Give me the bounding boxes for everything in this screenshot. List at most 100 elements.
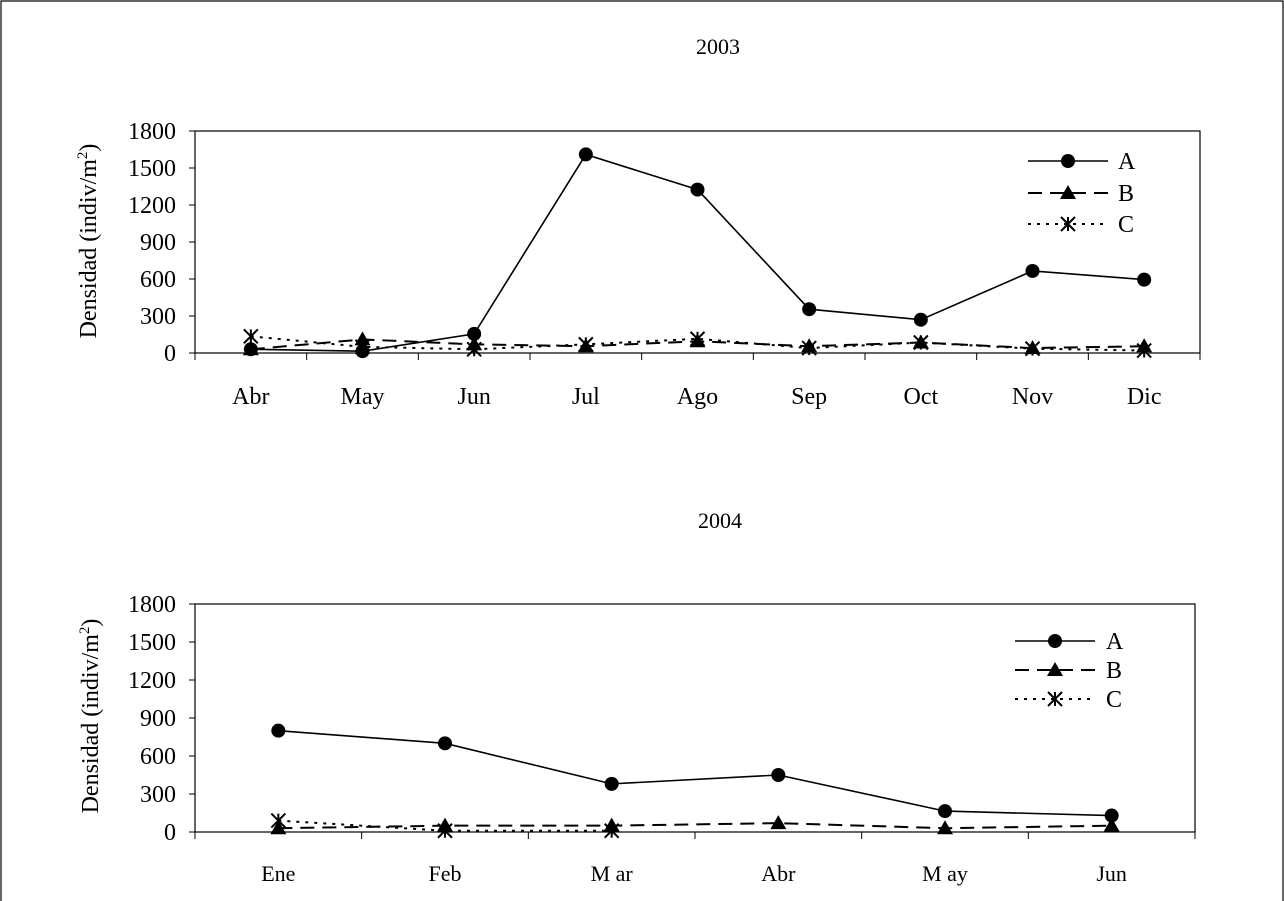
data-point [771, 768, 786, 782]
y-tick-label: 900 [140, 706, 176, 732]
legend: ABC [1028, 149, 1136, 238]
data-point [770, 815, 787, 830]
legend-marker [1047, 662, 1063, 676]
legend-label: A [1118, 149, 1136, 175]
series-line [278, 819, 612, 832]
data-point [354, 339, 371, 355]
x-tick-label: Ago [677, 384, 718, 410]
data-point [938, 804, 952, 819]
data-point [438, 736, 452, 751]
data-point [604, 776, 619, 791]
x-tick-label: Ene [261, 861, 295, 886]
legend-item-B: B [1028, 181, 1134, 207]
legend-item-B: B [1015, 658, 1122, 684]
plot-area [194, 603, 1196, 833]
data-point [243, 328, 259, 345]
x-tick-label: Oct [904, 384, 939, 410]
data-point [913, 312, 928, 327]
data-point [937, 820, 953, 835]
series-line [278, 729, 1112, 817]
x-tick-label: Jul [572, 384, 600, 410]
data-point [1137, 272, 1152, 287]
x-axis: Abr May Jun Jul Ago Sep Oct Nov Dic [194, 353, 1201, 410]
legend-marker [1061, 154, 1075, 168]
legend-marker [1060, 216, 1076, 232]
x-tick-label: Nov [1012, 384, 1053, 410]
series-B [270, 815, 1120, 835]
legend-marker [1060, 185, 1076, 199]
y-tick-label: 600 [140, 267, 176, 293]
legend-item-A: A [1015, 629, 1124, 655]
x-tick-label: Jun [457, 384, 490, 410]
data-point [1103, 817, 1120, 832]
chart-title: 2004 [698, 508, 742, 533]
x-tick-label: May [341, 384, 385, 410]
data-point [690, 182, 705, 197]
x-tick-label: Dic [1127, 384, 1162, 410]
data-point [578, 336, 594, 353]
data-point [689, 331, 706, 347]
chart-2004: 2004 Densidad (indiv/m2) 0 300 600 900 1200 1… [77, 508, 1196, 886]
data-point [1025, 263, 1040, 278]
legend-marker [1047, 691, 1063, 707]
data-point [466, 341, 482, 358]
chart-2003: 2003 Densidad (indiv/m2) 0 300 600 900 1200 1… [75, 34, 1201, 410]
legend-label: B [1118, 181, 1134, 207]
series-layer [242, 147, 1153, 359]
x-axis: Ene Feb M ar Abr M ay Jun [194, 832, 1196, 886]
plot-area [194, 130, 1201, 354]
data-point [913, 334, 929, 351]
legend-label: A [1106, 629, 1124, 655]
data-point [437, 823, 453, 839]
y-axis-label: Densidad (indiv/m2) [77, 619, 104, 814]
series-line [278, 822, 1112, 830]
y-tick-label: 1500 [128, 630, 176, 656]
y-axis: 0 300 600 900 1200 1500 1800 [128, 592, 195, 846]
data-point [578, 147, 593, 162]
y-tick-label: 900 [140, 230, 176, 256]
legend: ABC [1015, 629, 1124, 713]
y-tick-label: 300 [140, 304, 176, 330]
y-tick-label: 0 [164, 341, 176, 367]
data-point [242, 341, 259, 356]
series-A [243, 147, 1152, 359]
legend-label: B [1106, 658, 1122, 684]
y-tick-label: 1500 [128, 156, 176, 182]
legend-item-C: C [1015, 687, 1122, 713]
data-point [1024, 340, 1041, 357]
legend-item-A: A [1028, 149, 1136, 175]
data-point [1136, 342, 1152, 359]
y-tick-label: 0 [164, 820, 176, 846]
legend-item-C: C [1028, 212, 1134, 238]
y-axis-label: Densidad (indiv/m2) [75, 144, 102, 339]
legend-label: C [1106, 687, 1122, 713]
data-point [1104, 808, 1119, 823]
data-point [603, 823, 620, 839]
x-tick-label: M ar [591, 861, 634, 886]
x-tick-label: Sep [791, 384, 827, 410]
y-tick-label: 1200 [128, 193, 176, 219]
series-C [243, 328, 1152, 359]
series-layer [270, 723, 1120, 839]
data-point [270, 812, 287, 829]
series-A [271, 723, 1119, 823]
x-tick-label: Abr [761, 861, 796, 886]
legend-marker [1048, 634, 1062, 648]
x-tick-label: Abr [232, 384, 269, 410]
y-tick-label: 300 [140, 782, 176, 808]
chart-title: 2003 [696, 34, 740, 59]
legend-label: C [1118, 212, 1134, 238]
x-tick-label: Feb [429, 861, 462, 886]
x-tick-label: Jun [1096, 861, 1127, 886]
y-tick-label: 1800 [128, 592, 176, 618]
y-axis: 0 300 600 900 1200 1500 1800 [128, 119, 195, 367]
x-tick-label: M ay [922, 861, 968, 886]
y-tick-label: 1200 [128, 668, 176, 694]
data-point [802, 302, 817, 317]
y-tick-label: 1800 [128, 119, 176, 145]
data-point [801, 340, 817, 356]
data-point [467, 326, 482, 341]
